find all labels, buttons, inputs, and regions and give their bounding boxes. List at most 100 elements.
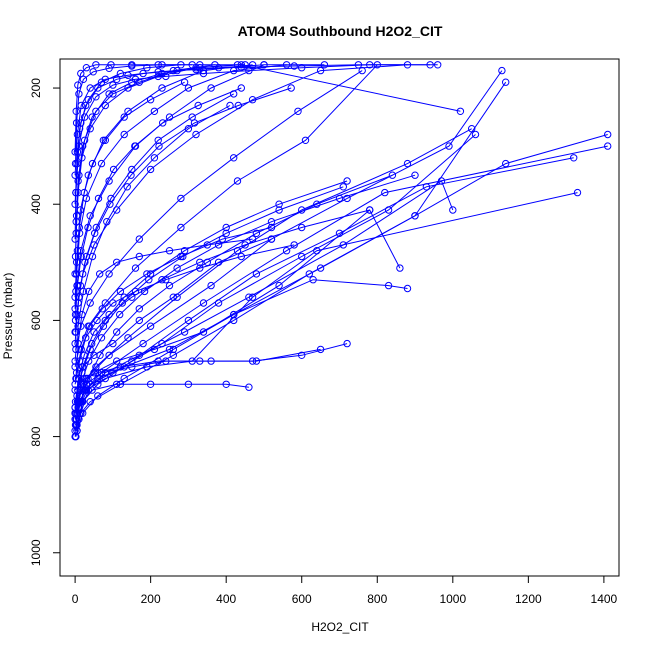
x-tick-label: 400 — [216, 592, 236, 606]
data-point — [101, 136, 110, 145]
data-point — [260, 61, 268, 69]
data-point — [88, 252, 97, 261]
data-point — [71, 159, 80, 168]
y-tick-label: 800 — [29, 426, 43, 446]
data-point — [113, 380, 121, 388]
series-line — [74, 81, 185, 298]
data-point — [196, 264, 204, 272]
series-line — [76, 227, 272, 373]
data-point — [86, 299, 94, 307]
data-point — [75, 90, 83, 98]
data-point — [77, 380, 85, 388]
series-line — [74, 174, 416, 408]
chart-title: ATOM4 Southbound H2O2_CIT — [238, 23, 443, 39]
y-tick-label: 400 — [29, 194, 43, 214]
series-26 — [72, 61, 442, 197]
data-point — [290, 241, 298, 249]
data-point — [71, 403, 79, 412]
data-point — [298, 252, 306, 261]
data-point — [88, 386, 96, 394]
series-line — [76, 180, 454, 431]
data-point — [86, 345, 94, 354]
data-point — [135, 316, 144, 325]
data-point — [237, 252, 246, 261]
data-point — [275, 281, 283, 290]
data-point — [71, 171, 79, 179]
data-point — [97, 159, 106, 168]
data-point — [192, 65, 200, 74]
series-40 — [71, 78, 189, 301]
data-point — [196, 357, 204, 365]
data-point — [71, 270, 79, 278]
data-point — [77, 252, 85, 261]
data-point — [237, 84, 246, 92]
data-point — [426, 61, 434, 69]
data-point — [339, 241, 347, 249]
data-point — [120, 130, 128, 139]
data-point — [154, 61, 162, 69]
data-point — [162, 72, 170, 81]
data-point — [177, 194, 185, 203]
data-point — [381, 188, 389, 197]
data-point — [96, 351, 104, 359]
data-point — [109, 165, 118, 174]
data-point — [84, 223, 92, 232]
series-37 — [72, 84, 295, 336]
data-point — [124, 334, 132, 342]
data-point — [309, 276, 317, 284]
data-point — [184, 316, 193, 325]
data-point — [396, 264, 404, 272]
data-point — [74, 81, 82, 89]
data-point — [74, 322, 82, 330]
data-point — [207, 281, 215, 290]
data-point — [113, 75, 121, 84]
data-point — [604, 130, 612, 139]
data-point — [94, 194, 103, 203]
data-point — [384, 206, 393, 214]
data-point — [72, 107, 80, 116]
data-point — [403, 284, 412, 293]
data-point — [146, 96, 155, 104]
data-point — [165, 345, 174, 354]
data-point — [113, 328, 121, 336]
data-point — [98, 305, 107, 313]
data-point — [131, 142, 139, 150]
data-point — [90, 328, 98, 336]
data-point — [445, 142, 453, 150]
data-point — [73, 281, 82, 290]
data-point — [180, 78, 189, 86]
y-tick-label: 600 — [29, 310, 43, 330]
data-point — [101, 75, 110, 84]
data-point — [190, 119, 199, 127]
data-point — [79, 142, 87, 150]
data-point — [316, 66, 325, 75]
data-point — [86, 212, 94, 220]
data-point — [335, 194, 344, 203]
data-point — [127, 171, 135, 179]
data-point — [71, 148, 79, 156]
series-line — [75, 209, 370, 402]
data-point — [287, 84, 295, 92]
data-point — [91, 229, 99, 238]
data-point — [145, 276, 153, 284]
data-point — [71, 339, 79, 348]
data-point — [154, 68, 162, 76]
data-point — [305, 270, 313, 278]
series-line — [74, 64, 378, 368]
x-tick-label: 600 — [292, 592, 312, 606]
data-point — [234, 101, 243, 110]
series-line — [74, 105, 231, 362]
data-point — [105, 90, 113, 98]
data-point — [196, 61, 204, 69]
data-point — [199, 328, 208, 336]
data-point — [72, 258, 81, 266]
data-point — [248, 357, 257, 365]
data-point — [135, 235, 144, 243]
data-point — [188, 61, 196, 69]
data-point — [252, 229, 261, 238]
data-point — [604, 142, 612, 150]
data-point — [113, 258, 121, 266]
data-point — [77, 345, 85, 354]
data-point — [294, 107, 302, 116]
